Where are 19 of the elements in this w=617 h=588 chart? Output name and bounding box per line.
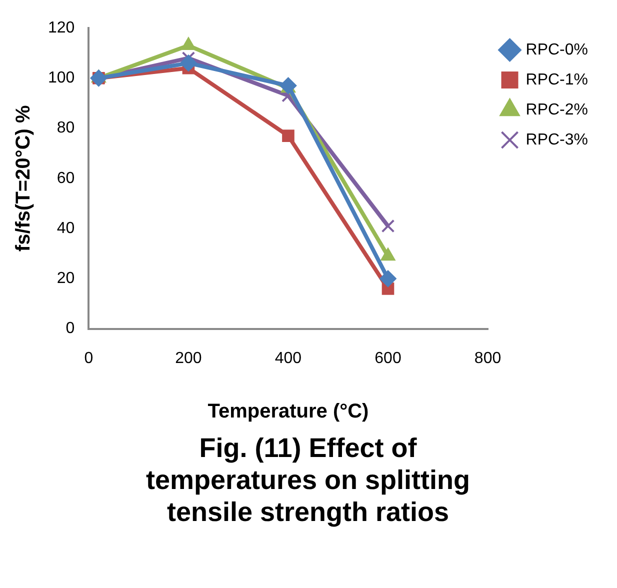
x-tick-label: 600 xyxy=(374,350,402,367)
x-axis-title: Temperature (°C) xyxy=(208,400,369,423)
y-tick-label: 60 xyxy=(56,170,75,187)
y-tick-label: 100 xyxy=(48,70,75,87)
x-tick-label: 800 xyxy=(474,350,502,367)
x-tick-label: 200 xyxy=(175,350,202,367)
y-tick-label: 20 xyxy=(56,270,75,288)
y-axis-title: fs/fs(T=20°C) % xyxy=(12,105,35,252)
legend-label: RPC-1% xyxy=(526,71,588,88)
text: Fig. (11) Effect of temperatures on splitting tensile strength ratios xyxy=(144,432,472,528)
x-tick-label: 400 xyxy=(274,350,302,367)
legend-label: RPC-3% xyxy=(526,131,588,148)
y-tick-label: 0 xyxy=(66,320,75,338)
legend-label: RPC-0% xyxy=(526,41,588,58)
y-tick-label: 80 xyxy=(56,120,75,137)
y-tick-label: 120 xyxy=(48,19,75,36)
y-tick-label: 40 xyxy=(56,220,75,237)
legend-label: RPC-2% xyxy=(526,101,588,118)
x-tick-label: 0 xyxy=(84,350,94,367)
